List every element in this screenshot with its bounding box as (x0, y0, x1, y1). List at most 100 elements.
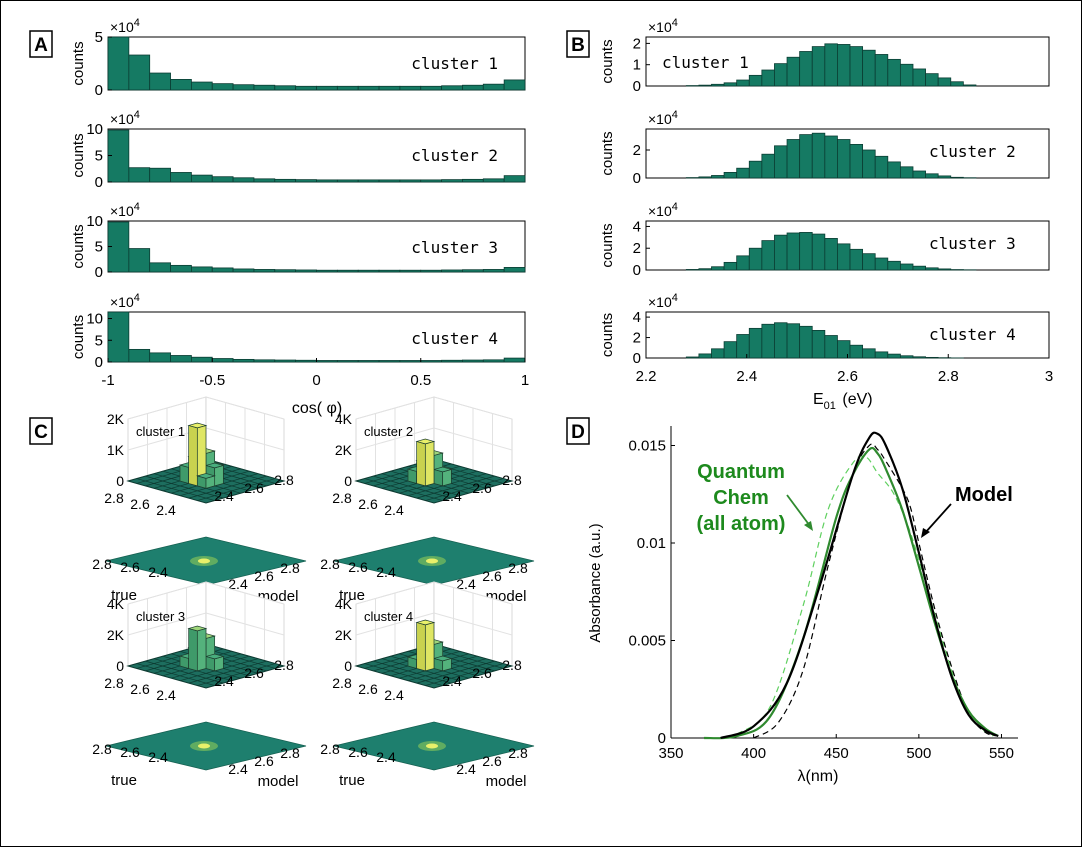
exponent-power: 4 (134, 292, 140, 304)
floor-tick-label: 2.8 (332, 490, 352, 506)
histogram-bar (913, 171, 926, 178)
y-tick-label: 4 (633, 218, 641, 235)
histogram-bar (483, 360, 504, 362)
bar-face (425, 622, 434, 670)
y-tick-label: 5 (95, 332, 103, 349)
z-tick-label: 0 (116, 658, 124, 674)
histogram-bar (442, 180, 463, 182)
cluster-label: cluster 4 (411, 329, 498, 348)
histogram-bar (699, 354, 712, 358)
y-axis-label: counts (599, 313, 616, 357)
heatmap-peak (426, 559, 438, 564)
x-tick-label: 550 (989, 745, 1014, 762)
floor-tick-label: 2.8 (104, 490, 124, 506)
histogram-bar (400, 86, 421, 90)
histogram-bar (317, 360, 338, 362)
histogram-bar (400, 180, 421, 182)
histogram-bar (711, 267, 724, 270)
exponent-power: 4 (134, 17, 140, 29)
y-tick-label: 4 (633, 309, 641, 326)
histogram-bar (837, 44, 850, 86)
histogram-bar (850, 144, 863, 178)
floor-tick-label: 2.4 (156, 687, 176, 703)
histogram-bar (504, 80, 525, 90)
exponent-power: 4 (672, 292, 678, 304)
x-tick-label: 350 (658, 745, 683, 762)
y-tick-label: 0 (658, 730, 666, 747)
histogram-bar (212, 177, 233, 182)
histogram-bar (837, 140, 850, 179)
histogram-bar (711, 84, 724, 86)
histogram-bar (749, 75, 762, 86)
histogram-bar (938, 269, 951, 270)
z-tick-label: 2K (107, 627, 125, 643)
histogram-bar (787, 57, 800, 86)
exponent-power: 4 (672, 109, 678, 121)
histogram-bar (504, 358, 525, 362)
histogram-bar (749, 328, 762, 358)
x-tick-label: 0 (312, 372, 320, 389)
histogram-bar (774, 64, 787, 86)
cluster-label: cluster 3 (929, 234, 1016, 253)
heatmap-axis-label-model: model (258, 773, 299, 790)
heatmap-tick-label: 2.6 (120, 559, 140, 575)
x-tick-label: 1 (521, 372, 529, 389)
histogram-bar (171, 355, 192, 362)
y-tick-label: 0.005 (628, 633, 666, 650)
histogram-bar (711, 175, 724, 178)
floor-tick-label: 2.6 (358, 681, 378, 697)
y-tick-label: 0 (95, 82, 103, 99)
histogram-bar (275, 270, 296, 272)
heatmap-peak (426, 744, 438, 749)
floor-tick-label: 2.6 (130, 681, 150, 697)
histogram-bar (462, 360, 483, 362)
histogram-bar (462, 179, 483, 182)
cluster-label: cluster 4 (364, 609, 413, 624)
histogram-bar (442, 360, 463, 362)
y-tick-label: 2 (633, 35, 641, 52)
histogram-bar (379, 360, 400, 362)
y-tick-label: 2 (633, 142, 641, 159)
histogram-bar (762, 241, 775, 270)
histogram-bar (875, 352, 888, 358)
y-axis-label: counts (70, 315, 87, 359)
histogram-bar (254, 360, 275, 362)
bar-face (443, 469, 452, 485)
heatmap-peak (198, 744, 210, 749)
z-tick-label: 2K (335, 442, 353, 458)
y-axis-label: Absorbance (a.u.) (587, 523, 604, 642)
x-tick-label: 500 (906, 745, 931, 762)
histogram-bar (337, 270, 358, 272)
histogram-bar (275, 179, 296, 182)
floor-tick-label: 2.8 (274, 657, 294, 673)
x-tick-label: 2.6 (837, 368, 858, 385)
y-tick-label: 0 (633, 78, 641, 95)
histogram-bar (812, 234, 825, 270)
x-tick-label: 3 (1045, 368, 1053, 385)
exponent-label: ×104 (648, 109, 678, 127)
histogram-bar (400, 360, 421, 362)
floor-tick-label: 2.8 (502, 657, 522, 673)
x-tick-label: -1 (101, 372, 114, 389)
x-tick-label: -0.5 (199, 372, 225, 389)
bar-face (417, 622, 426, 670)
annotation-arrowhead (804, 521, 813, 531)
heatmap-tick-label: 2.6 (254, 568, 274, 584)
floor-tick-label: 2.4 (384, 687, 404, 703)
histogram-bar (875, 156, 888, 178)
z-tick-label: 0 (116, 473, 124, 489)
histogram-bar (825, 336, 838, 358)
y-tick-label: 5 (95, 239, 103, 256)
histogram-bar (900, 264, 913, 270)
histogram-bar (191, 267, 212, 272)
histogram-bar (108, 37, 129, 90)
heatmap-tick-label: 2.8 (508, 745, 528, 761)
histogram-bar (825, 136, 838, 178)
